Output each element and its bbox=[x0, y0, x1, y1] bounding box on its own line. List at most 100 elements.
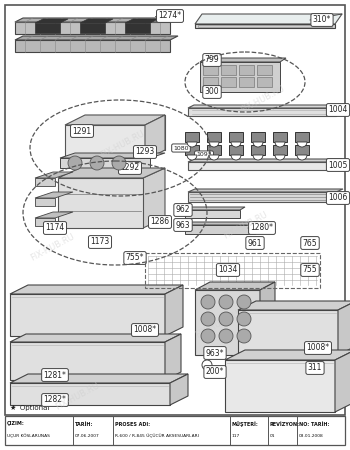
Bar bbox=[80, 23, 105, 33]
Polygon shape bbox=[338, 301, 350, 355]
Text: UÇUR KÖSLARUNAS: UÇUR KÖSLARUNAS bbox=[7, 434, 50, 438]
Text: ★: ★ bbox=[10, 405, 16, 411]
Circle shape bbox=[112, 156, 126, 170]
Bar bbox=[125, 23, 150, 33]
Circle shape bbox=[201, 295, 215, 309]
Circle shape bbox=[68, 156, 82, 170]
Text: 01: 01 bbox=[270, 434, 275, 438]
Circle shape bbox=[237, 329, 251, 343]
Bar bbox=[229, 145, 243, 155]
Polygon shape bbox=[10, 334, 181, 342]
Polygon shape bbox=[195, 24, 335, 28]
Wedge shape bbox=[253, 155, 263, 160]
Polygon shape bbox=[188, 105, 342, 108]
Text: REVİZYON:: REVİZYON: bbox=[270, 422, 300, 427]
Wedge shape bbox=[253, 142, 263, 147]
Circle shape bbox=[87, 41, 97, 51]
Text: 963: 963 bbox=[176, 220, 190, 230]
Wedge shape bbox=[209, 142, 219, 147]
Circle shape bbox=[219, 329, 233, 343]
Text: 1008*: 1008* bbox=[133, 325, 156, 334]
Polygon shape bbox=[143, 168, 165, 228]
Polygon shape bbox=[15, 18, 178, 22]
Polygon shape bbox=[85, 115, 165, 150]
Polygon shape bbox=[225, 360, 335, 412]
Bar bbox=[185, 210, 240, 218]
Bar bbox=[295, 145, 309, 155]
Text: FIX-HUB.RU: FIX-HUB.RU bbox=[221, 210, 269, 240]
Polygon shape bbox=[10, 374, 188, 383]
Bar bbox=[200, 62, 280, 92]
Polygon shape bbox=[125, 19, 158, 23]
Bar bbox=[5, 416, 345, 445]
Text: 1286: 1286 bbox=[150, 217, 169, 226]
Text: R-600 / R-845 ÜÇÜCÜR AKSESUARLARI: R-600 / R-845 ÜÇÜCÜR AKSESUARLARI bbox=[115, 434, 199, 438]
Text: 300: 300 bbox=[205, 87, 219, 96]
Bar bbox=[35, 198, 55, 206]
Circle shape bbox=[237, 312, 251, 326]
Polygon shape bbox=[145, 115, 165, 160]
Text: FIX-HUB.RU: FIX-HUB.RU bbox=[99, 129, 146, 159]
Text: 1093: 1093 bbox=[196, 153, 212, 158]
Bar bbox=[185, 145, 199, 155]
Bar bbox=[35, 218, 55, 226]
Text: 1281*: 1281* bbox=[43, 370, 66, 379]
Bar bbox=[185, 225, 255, 234]
Wedge shape bbox=[275, 155, 285, 160]
Polygon shape bbox=[335, 350, 350, 412]
Text: 1080: 1080 bbox=[173, 145, 189, 150]
Polygon shape bbox=[238, 310, 338, 355]
Polygon shape bbox=[170, 374, 188, 405]
Text: 1008*: 1008* bbox=[307, 343, 330, 352]
Polygon shape bbox=[60, 153, 165, 158]
Wedge shape bbox=[231, 142, 241, 147]
Wedge shape bbox=[187, 155, 197, 160]
Text: 765: 765 bbox=[303, 238, 317, 248]
Circle shape bbox=[201, 312, 215, 326]
Text: 1034: 1034 bbox=[218, 266, 238, 274]
Polygon shape bbox=[65, 115, 165, 125]
Polygon shape bbox=[200, 58, 286, 62]
Bar bbox=[295, 132, 309, 142]
Bar bbox=[207, 132, 221, 142]
Text: PROSES ADI:: PROSES ADI: bbox=[115, 422, 150, 427]
Text: FIX-HUB.RU: FIX-HUB.RU bbox=[193, 309, 241, 339]
Polygon shape bbox=[260, 282, 275, 355]
Bar bbox=[203, 65, 218, 75]
Text: FIX-HUB.RU: FIX-HUB.RU bbox=[239, 84, 286, 114]
Circle shape bbox=[90, 156, 104, 170]
Text: 03.01.2008: 03.01.2008 bbox=[299, 434, 324, 438]
Polygon shape bbox=[188, 189, 343, 192]
Circle shape bbox=[202, 360, 212, 370]
Text: 1282*: 1282* bbox=[43, 396, 66, 405]
Polygon shape bbox=[15, 22, 170, 34]
Bar bbox=[273, 145, 287, 155]
Polygon shape bbox=[80, 19, 113, 23]
Polygon shape bbox=[60, 158, 150, 168]
Text: 310*: 310* bbox=[313, 15, 331, 24]
Polygon shape bbox=[195, 14, 342, 24]
Wedge shape bbox=[209, 155, 219, 160]
Wedge shape bbox=[297, 142, 307, 147]
Wedge shape bbox=[187, 142, 197, 147]
Polygon shape bbox=[188, 159, 342, 162]
Wedge shape bbox=[231, 155, 241, 160]
Text: MÜŞTERİ:: MÜŞTERİ: bbox=[232, 421, 259, 427]
Text: 1280*: 1280* bbox=[251, 224, 273, 233]
Text: 1274*: 1274* bbox=[159, 12, 182, 21]
Text: 1291: 1291 bbox=[72, 126, 92, 135]
Bar bbox=[251, 132, 265, 142]
Bar bbox=[229, 132, 243, 142]
Polygon shape bbox=[35, 192, 73, 198]
Bar bbox=[239, 77, 254, 87]
Text: 1006: 1006 bbox=[328, 194, 348, 202]
Polygon shape bbox=[185, 222, 261, 225]
Text: 1174: 1174 bbox=[46, 224, 65, 233]
Circle shape bbox=[201, 329, 215, 343]
Polygon shape bbox=[58, 178, 143, 228]
Bar bbox=[185, 132, 199, 142]
Circle shape bbox=[237, 295, 251, 309]
Bar bbox=[251, 145, 265, 155]
Polygon shape bbox=[10, 383, 170, 405]
Bar bbox=[145, 253, 320, 288]
